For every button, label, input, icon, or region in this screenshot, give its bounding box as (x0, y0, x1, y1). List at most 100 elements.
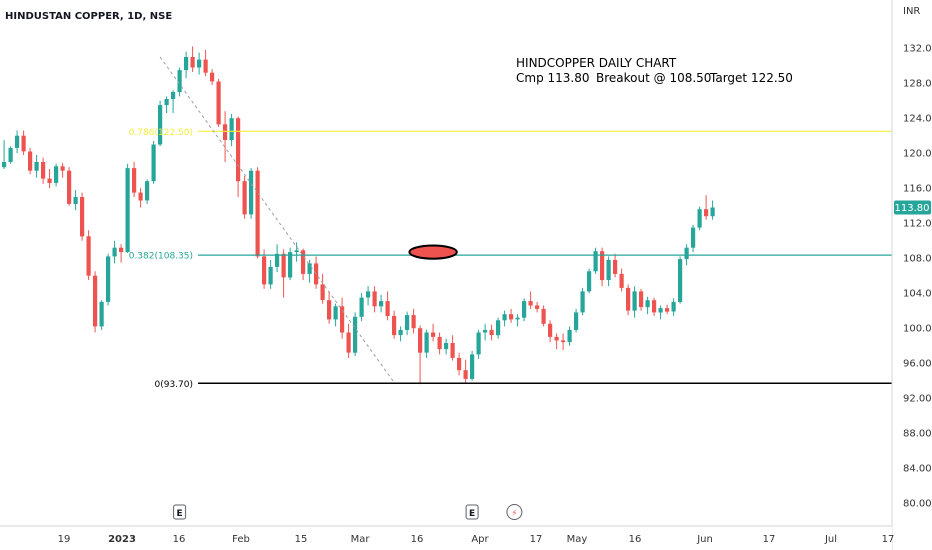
candle-body (177, 70, 182, 92)
candle-body (223, 124, 228, 140)
candle-body (613, 259, 618, 274)
candle-body (691, 227, 696, 248)
x-tick-label: 15 (295, 534, 308, 545)
candle-body (268, 266, 273, 285)
time-axis[interactable] (0, 526, 892, 550)
candle (678, 256, 683, 304)
candle (333, 303, 338, 327)
candle (431, 323, 436, 342)
candle (86, 230, 91, 281)
candle-body (15, 135, 20, 148)
candle-body (509, 314, 514, 320)
candle (567, 326, 572, 346)
x-tick-label: Jul (824, 534, 837, 545)
candle-body (359, 297, 364, 317)
candle (275, 244, 280, 273)
x-tick-label: 17 (882, 534, 895, 545)
candle (190, 46, 195, 72)
candle (509, 308, 514, 323)
candle (457, 352, 462, 376)
candle (561, 333, 566, 350)
candle (392, 310, 397, 339)
event-marker[interactable]: E (173, 504, 187, 520)
candle-body (333, 306, 338, 320)
candle-body (54, 166, 59, 183)
candle (710, 200, 715, 220)
candle-body (236, 118, 241, 182)
price-axis[interactable] (892, 0, 932, 550)
candle-body (242, 181, 247, 215)
time-axis-ticks: 19 2023 16 Feb 15 Mar 16 Apr 17 May 16 Jun 17 Jul 17 (58, 534, 895, 545)
symbol-title[interactable]: HINDUSTAN COPPER, 1D, NSE (5, 11, 172, 22)
y-tick-label: 120.00 (903, 149, 932, 160)
candle-body (418, 328, 423, 353)
y-tick-label: 112.00 (903, 219, 932, 230)
candle-body (684, 247, 689, 260)
candle (307, 259, 312, 283)
annotation-title: HINDCOPPER DAILY CHART (516, 56, 677, 70)
candle (34, 155, 39, 178)
candle-body (28, 151, 33, 171)
x-tick-label: 19 (58, 534, 71, 545)
candle-body (119, 247, 124, 253)
candle (80, 192, 85, 241)
event-markers[interactable]: E E ⚡ (173, 504, 523, 520)
x-tick-label: Feb (232, 534, 250, 545)
candle-body (574, 312, 579, 330)
candle (8, 146, 13, 164)
candle (353, 312, 358, 357)
dashed-trendline[interactable] (159, 56, 395, 383)
candle-body (340, 306, 345, 333)
candle-body (476, 332, 481, 355)
candle-body (34, 162, 39, 171)
candle-body (21, 135, 26, 152)
candle-body (99, 301, 104, 327)
candle (691, 224, 696, 253)
candle (697, 206, 702, 231)
candle-body (197, 59, 202, 68)
event-marker[interactable]: E (465, 504, 479, 520)
candle-body (437, 336, 442, 350)
candle (587, 268, 592, 294)
y-tick-label: 100.00 (903, 324, 932, 335)
candle-body (93, 275, 98, 327)
candle (450, 335, 455, 361)
annotation-target: Target 122.50 (709, 71, 793, 85)
event-marker[interactable]: ⚡ (506, 504, 523, 520)
candle-body (697, 209, 702, 228)
candle-body (619, 273, 624, 288)
candles-layer (2, 46, 715, 385)
candle (470, 350, 475, 381)
event-marker-label: E (177, 509, 183, 519)
candle-body (671, 301, 676, 312)
fib-level-label: 0(93.70) (154, 380, 193, 390)
candle (158, 100, 163, 147)
candle (593, 247, 598, 274)
candle (255, 167, 260, 259)
y-tick-label: 92.00 (903, 394, 932, 405)
y-tick-label: 128.00 (903, 79, 932, 90)
fib-level-label: 0.786(122.50) (129, 128, 193, 138)
breakout-ellipse[interactable] (408, 244, 458, 260)
candle (639, 288, 644, 311)
x-tick-label: Jun (696, 534, 713, 545)
candle (281, 249, 286, 298)
x-tick-label: 16 (629, 534, 642, 545)
candle-body (229, 118, 234, 141)
candle-body (184, 57, 189, 71)
candle-body (294, 250, 299, 252)
candle (463, 359, 468, 383)
candle-body (450, 343, 455, 358)
candle-body (665, 308, 670, 312)
candle (320, 273, 325, 304)
candle-body (515, 317, 520, 320)
candle-body (463, 370, 468, 379)
candle (197, 52, 202, 75)
candle (652, 297, 657, 316)
candle-body (457, 357, 462, 371)
candle-body (255, 170, 260, 257)
candle (41, 157, 46, 184)
event-marker-label: E (469, 509, 475, 519)
candle-body (171, 92, 176, 99)
